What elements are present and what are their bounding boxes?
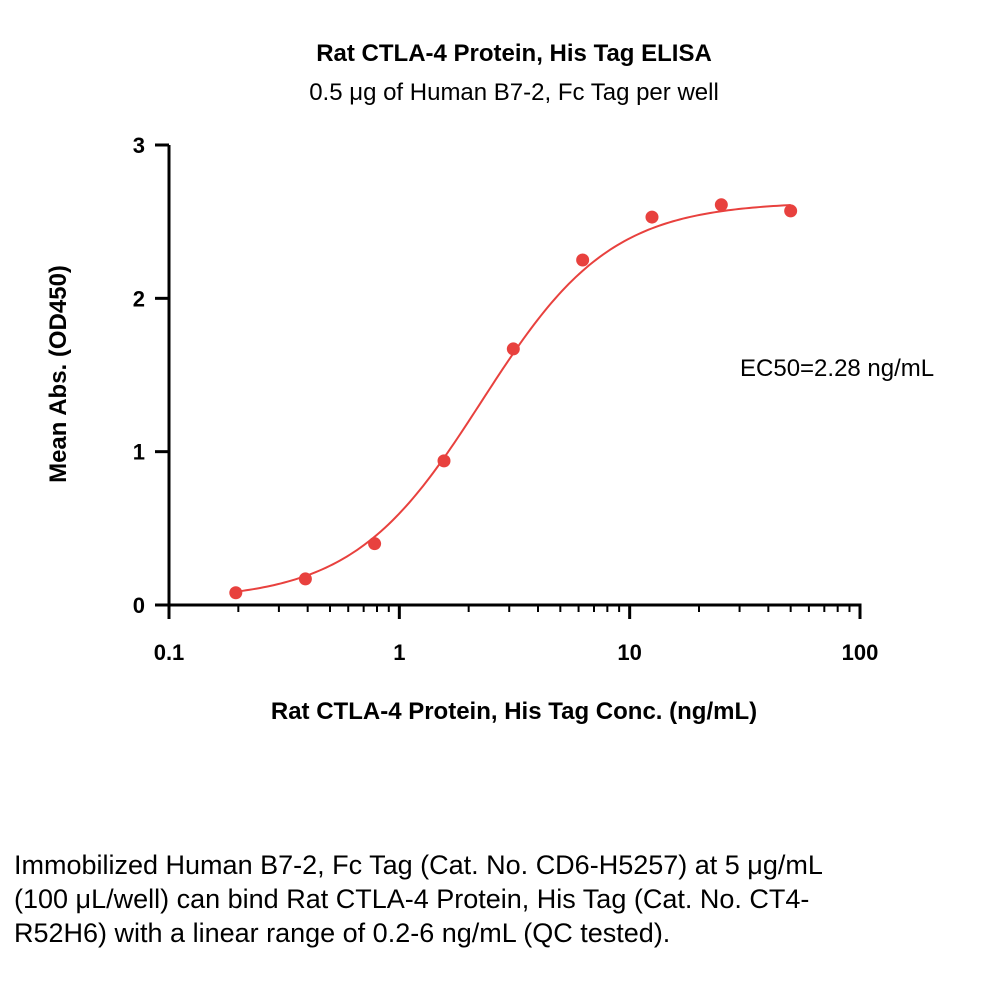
- x-tick-label: 100: [842, 640, 879, 665]
- data-point: [576, 253, 590, 267]
- data-point: [229, 586, 243, 600]
- fit-curve-layer: [235, 204, 791, 593]
- x-tick-label: 0.1: [154, 640, 185, 665]
- elisa-chart: Rat CTLA-4 Protein, His Tag ELISA 0.5 μg…: [45, 40, 934, 725]
- data-point: [437, 454, 451, 468]
- figure-caption: Immobilized Human B7-2, Fc Tag (Cat. No.…: [14, 850, 822, 948]
- data-point: [506, 342, 520, 356]
- data-point: [784, 204, 798, 218]
- data-point: [368, 537, 382, 551]
- y-tick-label: 2: [133, 286, 145, 311]
- data-point: [298, 572, 312, 586]
- data-points-layer: [229, 198, 798, 600]
- ec50-annotation: EC50=2.28 ng/mL: [740, 355, 934, 382]
- y-tick-label: 0: [133, 593, 145, 618]
- y-axis-ticks: 0 1 2 3: [133, 133, 169, 618]
- y-tick-label: 3: [133, 133, 145, 158]
- x-axis-ticks: 0.1 1 10 100: [154, 605, 879, 665]
- chart-subtitle: 0.5 μg of Human B7-2, Fc Tag per well: [309, 79, 719, 106]
- data-point: [645, 210, 659, 224]
- x-axis-label: Rat CTLA-4 Protein, His Tag Conc. (ng/mL…: [271, 698, 757, 725]
- y-axis-label: Mean Abs. (OD450): [45, 265, 72, 483]
- x-tick-label: 10: [617, 640, 641, 665]
- fit-curve: [235, 204, 791, 593]
- chart-title: Rat CTLA-4 Protein, His Tag ELISA: [316, 40, 712, 67]
- y-tick-label: 1: [133, 440, 145, 465]
- axes: [167, 145, 862, 607]
- x-tick-label: 1: [393, 640, 405, 665]
- data-point: [714, 198, 728, 212]
